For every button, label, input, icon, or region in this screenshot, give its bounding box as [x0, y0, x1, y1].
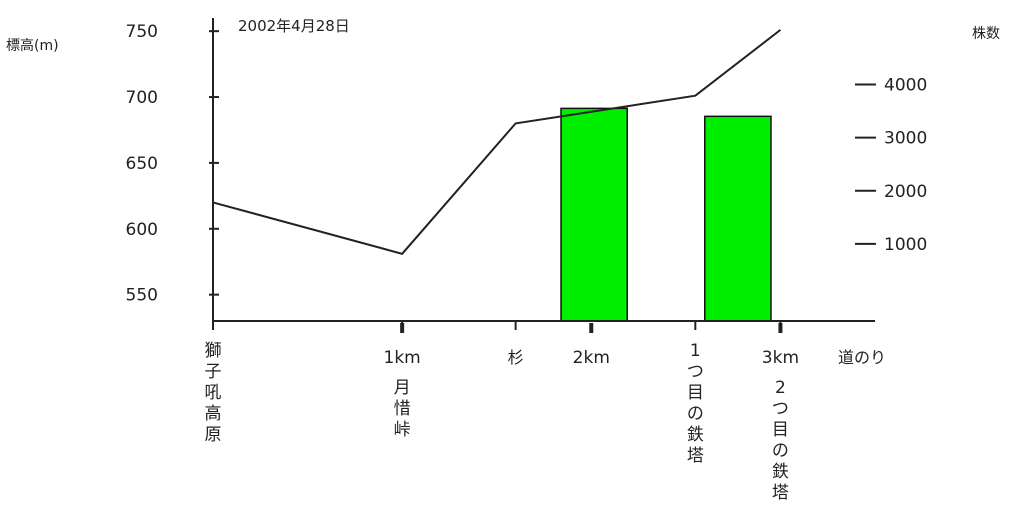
axes-layer: [209, 18, 876, 333]
right-tick-label: 3000: [884, 129, 927, 149]
landmark-label: 1 つ目の鉄塔: [687, 341, 704, 466]
y-tick-label: 650: [126, 154, 158, 174]
line-layer: [212, 29, 782, 255]
y-tick-label: 600: [126, 220, 158, 240]
x-axis-title: 道のり: [838, 348, 886, 367]
landmark-label: 獅子吼高原: [205, 341, 222, 445]
y-tick-label: 750: [126, 22, 158, 42]
right-tick-label: 4000: [884, 75, 927, 95]
right-tick-label: 2000: [884, 182, 927, 202]
right-axis-title: 株数: [972, 26, 1000, 42]
elevation-line: [212, 29, 782, 255]
bar: [704, 115, 772, 322]
x-tick-label: 1km: [384, 348, 421, 368]
landmark-label: 月惜峠: [394, 378, 411, 440]
landmark-label: 2 つ目の鉄塔: [772, 378, 789, 503]
right-tick-label: 1000: [884, 235, 927, 255]
y-tick-label: 550: [126, 286, 158, 306]
x-tick-label: 3km: [762, 348, 799, 368]
left-axis-title: 標高(m): [6, 37, 59, 54]
bar: [560, 107, 628, 322]
y-tick-label: 700: [126, 88, 158, 108]
x-tick-label: 2km: [573, 348, 610, 368]
labels-layer: 550 600 650 700 750 1000 2000 3000 4000 1km 2km 3km…: [126, 22, 928, 503]
date-label: 2002年4月28日: [238, 17, 350, 35]
x-tick: [589, 323, 594, 333]
landmark-label: 杉: [508, 348, 524, 367]
bars-layer: [560, 107, 772, 322]
